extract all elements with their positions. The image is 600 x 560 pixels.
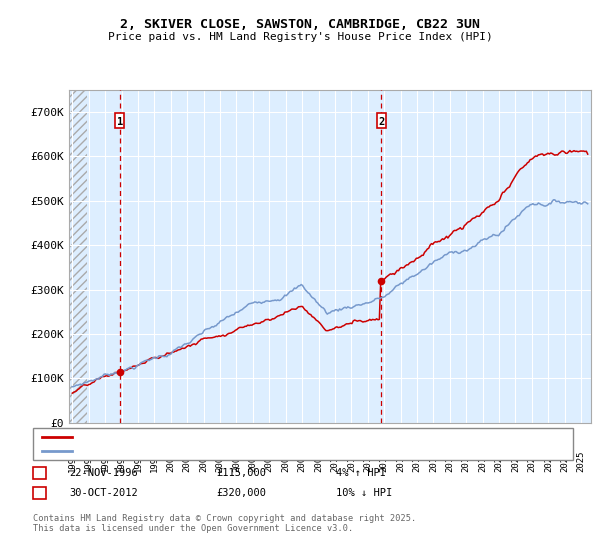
Text: HPI: Average price, detached house, South Cambridgeshire: HPI: Average price, detached house, Sout… <box>79 447 401 456</box>
Text: 1: 1 <box>116 117 123 127</box>
Text: 2013: 2013 <box>380 450 389 472</box>
Text: 1998: 1998 <box>133 450 142 472</box>
Text: 2016: 2016 <box>429 450 438 472</box>
Text: 2012: 2012 <box>363 450 372 472</box>
Text: Price paid vs. HM Land Registry's House Price Index (HPI): Price paid vs. HM Land Registry's House … <box>107 32 493 43</box>
Text: 2014: 2014 <box>396 450 405 472</box>
Text: 2008: 2008 <box>298 450 307 472</box>
Text: 2022: 2022 <box>527 450 536 472</box>
Text: 1997: 1997 <box>117 450 126 472</box>
Text: 2025: 2025 <box>577 450 586 472</box>
Text: 2017: 2017 <box>445 450 454 472</box>
Text: Contains HM Land Registry data © Crown copyright and database right 2025.
This d: Contains HM Land Registry data © Crown c… <box>33 514 416 534</box>
Text: 2004: 2004 <box>232 450 241 472</box>
Text: £320,000: £320,000 <box>216 488 266 498</box>
Text: 2003: 2003 <box>215 450 224 472</box>
Bar <box>69 90 87 423</box>
Text: 1994: 1994 <box>68 450 77 472</box>
Text: 30-OCT-2012: 30-OCT-2012 <box>69 488 138 498</box>
FancyBboxPatch shape <box>377 113 386 128</box>
Text: 1996: 1996 <box>101 450 110 472</box>
Text: 2007: 2007 <box>281 450 290 472</box>
Text: 1: 1 <box>37 468 43 478</box>
Text: 2019: 2019 <box>478 450 487 472</box>
Text: 1999: 1999 <box>150 450 159 472</box>
Text: 2009: 2009 <box>314 450 323 472</box>
Text: 2, SKIVER CLOSE, SAWSTON, CAMBRIDGE, CB22 3UN (detached house): 2, SKIVER CLOSE, SAWSTON, CAMBRIDGE, CB2… <box>79 432 436 441</box>
Text: 2006: 2006 <box>265 450 274 472</box>
Text: 2: 2 <box>378 117 385 127</box>
Text: £115,000: £115,000 <box>216 468 266 478</box>
Text: 2, SKIVER CLOSE, SAWSTON, CAMBRIDGE, CB22 3UN: 2, SKIVER CLOSE, SAWSTON, CAMBRIDGE, CB2… <box>120 18 480 31</box>
Text: 2000: 2000 <box>166 450 175 472</box>
FancyBboxPatch shape <box>115 113 124 128</box>
Text: 2020: 2020 <box>494 450 503 472</box>
Text: 2018: 2018 <box>462 450 471 472</box>
Text: 2005: 2005 <box>248 450 257 472</box>
Text: 2023: 2023 <box>544 450 553 472</box>
Text: 2010: 2010 <box>331 450 340 472</box>
Text: 2002: 2002 <box>199 450 208 472</box>
Text: 2001: 2001 <box>182 450 191 472</box>
Text: 2021: 2021 <box>511 450 520 472</box>
Text: 4% ↑ HPI: 4% ↑ HPI <box>336 468 386 478</box>
Text: 2024: 2024 <box>560 450 569 472</box>
Text: 2015: 2015 <box>413 450 421 472</box>
Text: 22-NOV-1996: 22-NOV-1996 <box>69 468 138 478</box>
Text: 2011: 2011 <box>347 450 356 472</box>
Text: 1995: 1995 <box>84 450 93 472</box>
Text: 10% ↓ HPI: 10% ↓ HPI <box>336 488 392 498</box>
Text: 2: 2 <box>37 488 43 498</box>
